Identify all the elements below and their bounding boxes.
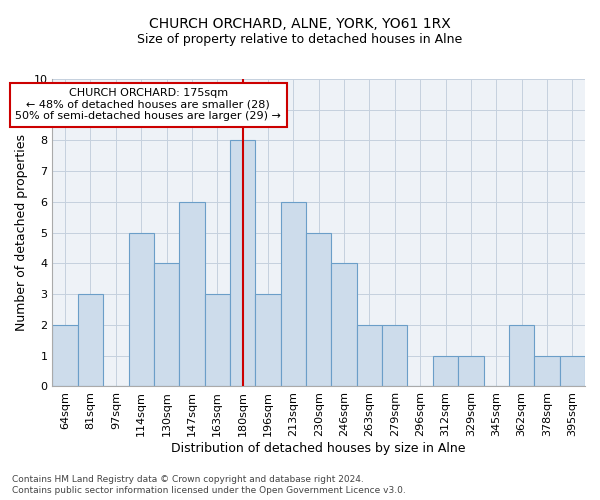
Bar [52, 325, 78, 386]
Text: CHURCH ORCHARD, ALNE, YORK, YO61 1RX: CHURCH ORCHARD, ALNE, YORK, YO61 1RX [149, 18, 451, 32]
X-axis label: Distribution of detached houses by size in Alne: Distribution of detached houses by size … [172, 442, 466, 455]
Bar [128, 232, 154, 386]
Bar [382, 325, 407, 386]
Bar [458, 356, 484, 386]
Bar [154, 264, 179, 386]
Bar [560, 356, 585, 386]
Bar [230, 140, 256, 386]
Bar [509, 325, 534, 386]
Y-axis label: Number of detached properties: Number of detached properties [15, 134, 28, 331]
Text: Size of property relative to detached houses in Alne: Size of property relative to detached ho… [137, 32, 463, 46]
Bar [306, 232, 331, 386]
Bar [78, 294, 103, 386]
Bar [357, 325, 382, 386]
Bar [331, 264, 357, 386]
Text: Contains public sector information licensed under the Open Government Licence v3: Contains public sector information licen… [12, 486, 406, 495]
Bar [179, 202, 205, 386]
Bar [281, 202, 306, 386]
Text: Contains HM Land Registry data © Crown copyright and database right 2024.: Contains HM Land Registry data © Crown c… [12, 475, 364, 484]
Bar [205, 294, 230, 386]
Text: CHURCH ORCHARD: 175sqm
← 48% of detached houses are smaller (28)
50% of semi-det: CHURCH ORCHARD: 175sqm ← 48% of detached… [16, 88, 281, 122]
Bar [433, 356, 458, 386]
Bar [534, 356, 560, 386]
Bar [256, 294, 281, 386]
